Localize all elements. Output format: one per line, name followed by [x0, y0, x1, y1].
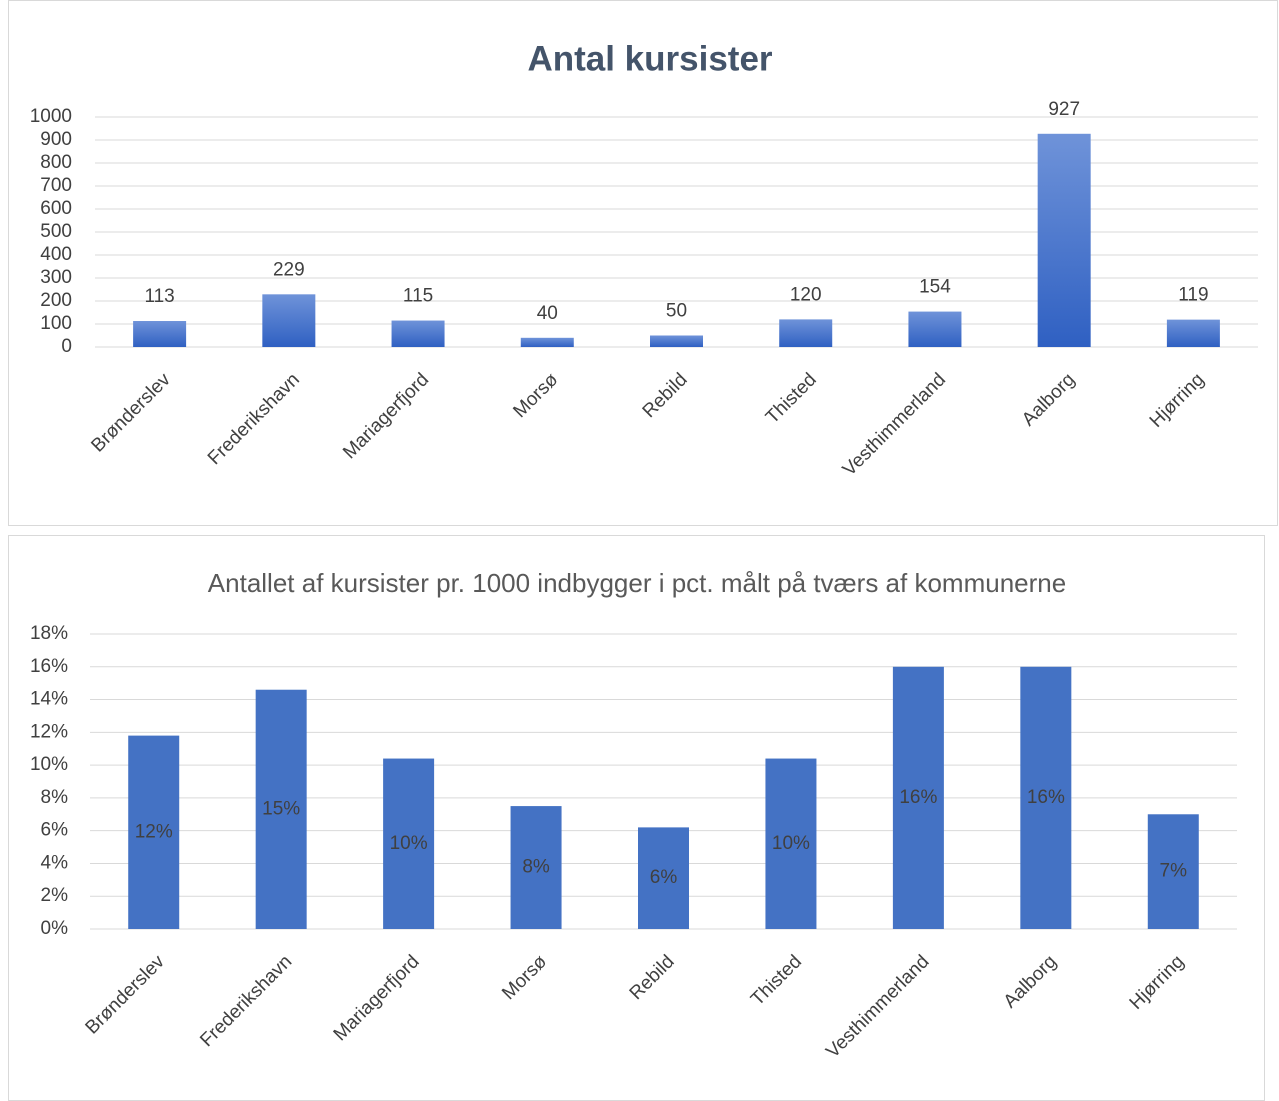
bar	[638, 827, 689, 929]
bar	[133, 321, 187, 347]
bar	[779, 319, 833, 347]
bar	[650, 335, 703, 347]
data-label: 113	[144, 286, 174, 307]
y-tick-label: 800	[40, 152, 72, 173]
y-tick-label: 500	[40, 221, 72, 242]
data-label: 40	[537, 303, 558, 324]
y-tick-label: 6%	[41, 820, 69, 841]
bar	[1020, 666, 1072, 929]
y-tick-label: 0%	[41, 918, 69, 939]
y-tick-label: 300	[40, 267, 72, 288]
data-label: 229	[273, 259, 305, 280]
y-tick-label: 4%	[41, 852, 69, 873]
data-label: 115	[403, 286, 433, 307]
data-label: 16%	[1027, 787, 1065, 808]
y-tick-label: 900	[40, 129, 72, 150]
y-tick-label: 14%	[30, 689, 68, 710]
y-tick-label: 2%	[41, 885, 69, 906]
data-label: 50	[666, 301, 687, 322]
data-label: 119	[1178, 285, 1208, 306]
chart-title: Antal kursister	[527, 39, 772, 78]
data-label: 7%	[1160, 861, 1188, 882]
y-tick-label: 10%	[30, 754, 68, 775]
data-label: 12%	[135, 821, 173, 842]
bar	[1037, 133, 1091, 347]
y-tick-label: 18%	[30, 623, 68, 644]
data-label: 120	[790, 284, 822, 305]
bar	[908, 311, 962, 347]
y-tick-label: 12%	[30, 721, 68, 742]
data-label: 15%	[262, 798, 300, 819]
y-tick-label: 200	[40, 290, 72, 311]
data-label: 927	[1048, 99, 1080, 120]
data-label: 6%	[650, 867, 678, 888]
bar	[391, 320, 445, 347]
data-label: 16%	[899, 787, 937, 808]
y-tick-label: 600	[40, 198, 72, 219]
y-tick-label: 1000	[30, 106, 72, 127]
bar	[128, 735, 180, 929]
bar	[1147, 814, 1199, 929]
data-label: 8%	[522, 857, 550, 878]
bar	[892, 666, 944, 929]
chart-frame	[8, 535, 1265, 1101]
y-tick-label: 8%	[41, 787, 69, 808]
y-tick-label: 16%	[30, 656, 68, 677]
y-tick-label: 400	[40, 244, 72, 265]
y-tick-label: 100	[40, 313, 72, 334]
chart-title: Antallet af kursister pr. 1000 indbygger…	[208, 568, 1066, 598]
bar	[1166, 319, 1220, 347]
data-label: 10%	[772, 833, 810, 854]
data-label: 154	[919, 277, 951, 298]
bar	[262, 294, 316, 347]
y-tick-label: 700	[40, 175, 72, 196]
bar	[765, 758, 817, 929]
bar	[520, 337, 574, 347]
bar	[510, 806, 562, 929]
y-tick-label: 0	[61, 336, 72, 357]
data-label: 10%	[390, 833, 428, 854]
bar	[383, 758, 435, 929]
bar	[255, 689, 307, 929]
